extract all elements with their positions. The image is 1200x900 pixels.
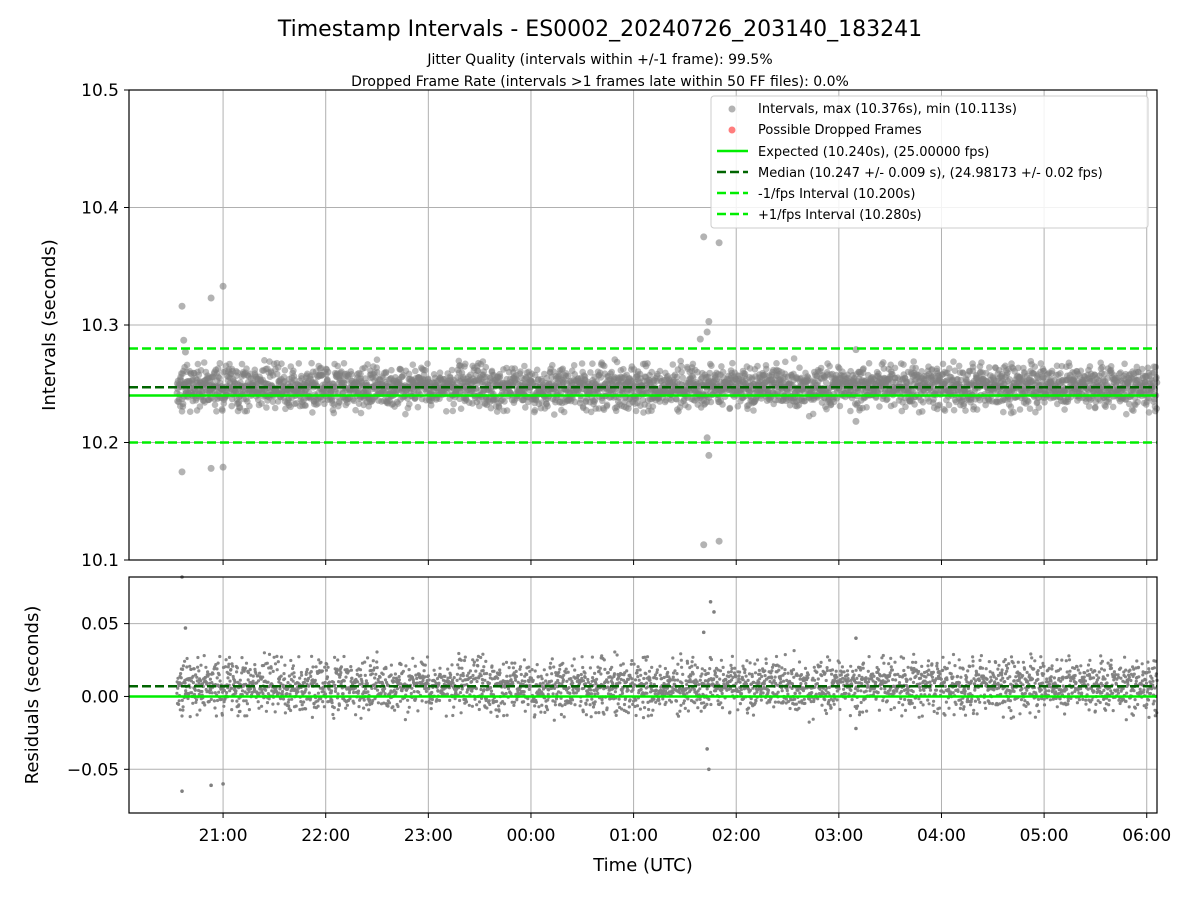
top-y-tick-label: 10.4 <box>81 199 119 219</box>
residual-outlier-point <box>180 789 184 793</box>
bottom-x-ticks: 21:00 22:00 23:00 00:00 01:00 02:00 03:00 04:00… <box>199 813 1171 846</box>
residual-outlier-point <box>854 636 858 640</box>
x-tick-label: 02:00 <box>712 826 761 846</box>
x-tick-label: 22:00 <box>301 826 350 846</box>
legend-marker-dropped <box>728 126 736 134</box>
residual-outlier-point <box>705 747 709 751</box>
legend-label-median: Median (10.247 +/- 0.009 s), (24.98173 +… <box>758 166 1103 181</box>
x-tick-label: 00:00 <box>506 826 555 846</box>
residual-outlier-point <box>708 599 713 604</box>
interval-outlier-point <box>705 451 713 459</box>
top-y-tick-label: 10.5 <box>81 81 119 101</box>
legend-label-plus-fps: +1/fps Interval (10.280s) <box>758 208 922 223</box>
residual-outlier-point <box>854 726 858 731</box>
bottom-y-ticks: −0.05 0.00 0.05 <box>67 615 129 780</box>
legend: Intervals, max (10.376s), min (10.113s) … <box>710 95 1149 229</box>
x-tick-label: 03:00 <box>814 826 863 846</box>
interval-outlier-point <box>715 239 723 247</box>
interval-outlier-point <box>705 317 713 325</box>
figure-title: Timestamp Intervals - ES0002_20240726_20… <box>277 17 922 42</box>
residual-outlier-point <box>707 767 711 772</box>
jitter-subtitle: Jitter Quality (intervals within +/-1 fr… <box>426 52 772 68</box>
top-y-ticks: 10.1 10.2 10.3 10.4 10.5 <box>81 81 129 571</box>
residual-outlier-point <box>701 630 706 635</box>
interval-outlier-point <box>715 537 723 545</box>
interval-outlier-point <box>219 463 227 471</box>
interval-outlier-point <box>700 233 708 241</box>
top-y-tick-label: 10.3 <box>81 316 119 336</box>
top-interval-points <box>173 233 1161 549</box>
legend-label-minus-fps: -1/fps Interval (10.200s) <box>758 187 915 202</box>
top-x-ticks <box>222 560 1148 565</box>
residual-outlier-point <box>209 783 213 788</box>
x-tick-label: 04:00 <box>917 826 966 846</box>
x-tick-label: 21:00 <box>199 826 248 846</box>
legend-label-dropped: Possible Dropped Frames <box>758 123 922 138</box>
x-tick-label: 06:00 <box>1122 826 1171 846</box>
dropped-subtitle: Dropped Frame Rate (intervals >1 frames … <box>351 74 849 90</box>
interval-outlier-point <box>219 282 227 290</box>
interval-outlier-point <box>178 468 186 476</box>
bottom-reference-lines <box>129 685 1157 698</box>
top-reference-lines <box>129 347 1157 444</box>
x-tick-label: 01:00 <box>609 826 658 846</box>
interval-outlier-point <box>180 336 188 344</box>
x-tick-label: 23:00 <box>404 826 453 846</box>
interval-outlier-point <box>207 464 215 472</box>
bottom-y-tick-label: −0.05 <box>67 760 119 780</box>
legend-label-expected: Expected (10.240s), (25.00000 fps) <box>758 145 989 160</box>
top-y-tick-label: 10.1 <box>81 551 119 571</box>
residual-outlier-point <box>183 626 188 630</box>
interval-outlier-point <box>696 335 704 343</box>
legend-box <box>710 95 1149 229</box>
legend-label-intervals: Intervals, max (10.376s), min (10.113s) <box>758 102 1017 117</box>
bottom-y-axis-label: Residuals (seconds) <box>22 606 43 785</box>
interval-outlier-point <box>852 417 860 425</box>
top-y-tick-label: 10.2 <box>81 434 119 454</box>
interval-outlier-point <box>703 328 711 336</box>
x-tick-label: 05:00 <box>1020 826 1069 846</box>
top-y-axis-label: Intervals (seconds) <box>39 239 60 411</box>
residual-outlier-point <box>712 610 716 614</box>
bottom-y-tick-label: 0.05 <box>81 615 119 635</box>
residual-outlier-point <box>221 782 225 786</box>
bottom-y-tick-label: 0.00 <box>81 687 119 707</box>
bottom-plot-frame <box>128 576 1158 814</box>
interval-outlier-point <box>703 434 711 442</box>
interval-outlier-point <box>700 541 708 549</box>
interval-outlier-point <box>181 348 189 356</box>
legend-marker-intervals <box>728 105 736 113</box>
interval-outlier-point <box>178 302 186 310</box>
x-axis-label: Time (UTC) <box>592 855 693 876</box>
bottom-residual-points <box>175 575 1159 793</box>
interval-outlier-point <box>207 294 215 302</box>
